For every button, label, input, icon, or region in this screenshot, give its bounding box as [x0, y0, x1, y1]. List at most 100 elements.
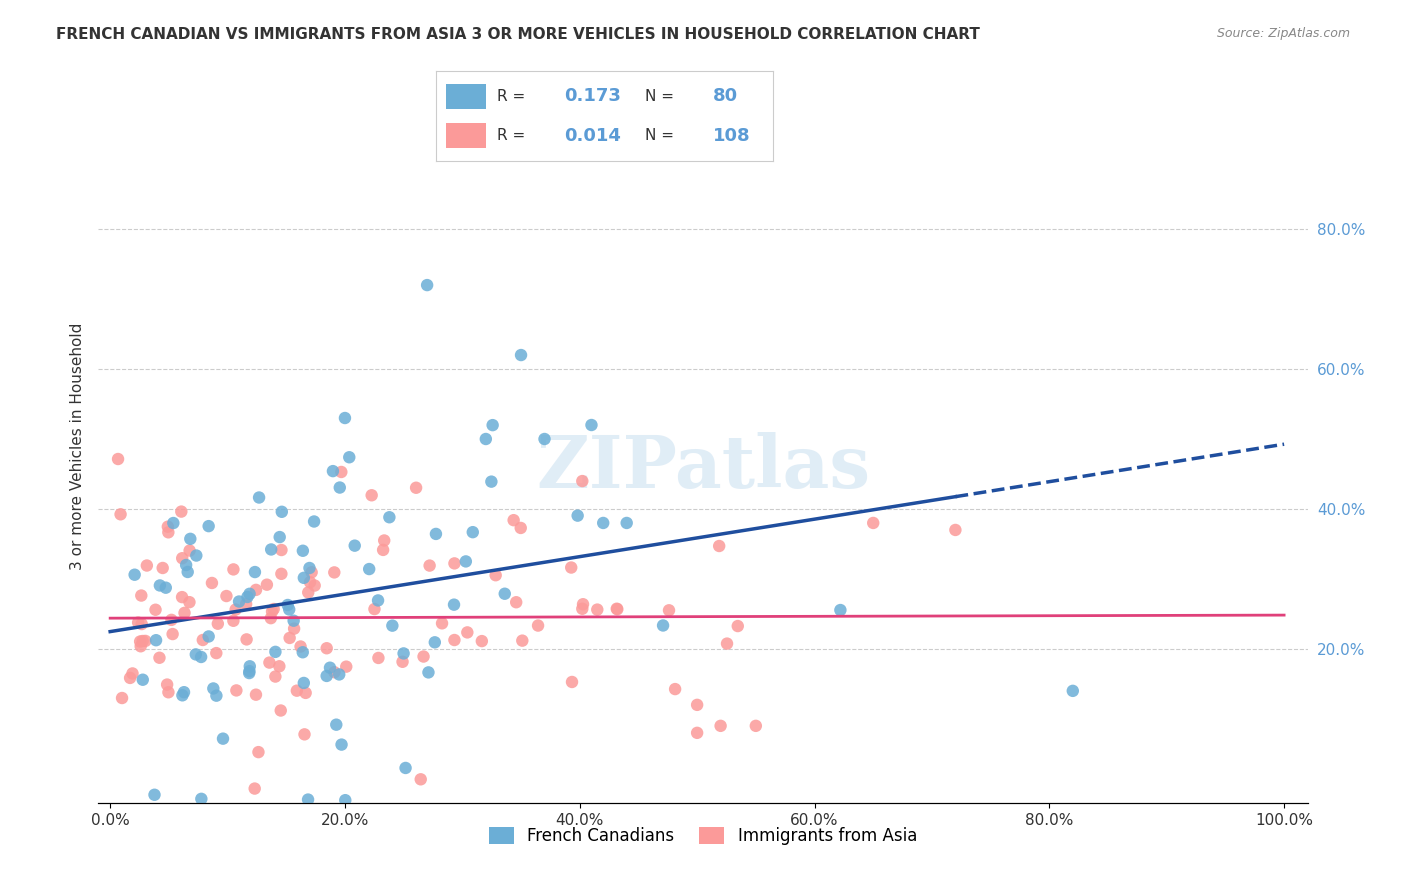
Point	[179, 543, 201, 558]
Point	[239, 587, 262, 601]
Point	[205, 689, 228, 703]
Point	[328, 667, 350, 681]
Point	[709, 539, 731, 553]
Point	[945, 523, 967, 537]
Point	[238, 664, 260, 678]
Text: R =: R =	[496, 89, 530, 103]
Point	[239, 659, 262, 673]
Point	[235, 632, 257, 647]
Point	[215, 589, 238, 603]
Point	[330, 465, 353, 479]
Point	[205, 646, 228, 660]
Point	[330, 738, 353, 752]
Point	[461, 525, 484, 540]
Point	[443, 557, 465, 571]
Point	[197, 630, 219, 644]
Point	[505, 595, 527, 609]
Point	[727, 619, 749, 633]
Point	[277, 598, 299, 612]
Point	[315, 641, 337, 656]
Point	[561, 675, 583, 690]
Point	[107, 452, 129, 467]
Point	[173, 606, 195, 620]
Text: 108: 108	[713, 127, 751, 145]
Point	[245, 688, 267, 702]
Point	[567, 508, 589, 523]
Point	[235, 597, 257, 611]
Point	[592, 516, 614, 530]
Point	[315, 669, 337, 683]
Point	[378, 510, 401, 524]
Point	[207, 616, 229, 631]
Point	[425, 527, 447, 541]
Point	[367, 593, 389, 607]
Point	[581, 417, 603, 432]
Point	[157, 685, 180, 699]
Point	[170, 590, 193, 604]
Text: ZIPatlas: ZIPatlas	[536, 432, 870, 503]
Point	[571, 601, 593, 615]
Point	[129, 640, 152, 654]
Point	[710, 719, 733, 733]
Point	[149, 578, 172, 592]
Point	[145, 603, 167, 617]
Point	[485, 568, 508, 582]
Point	[145, 633, 167, 648]
Point	[245, 582, 267, 597]
Point	[190, 650, 212, 665]
Point	[418, 665, 440, 680]
Point	[179, 532, 201, 546]
Point	[297, 792, 319, 806]
Point	[290, 640, 312, 654]
Point	[329, 481, 352, 495]
Text: N =: N =	[645, 128, 679, 143]
Point	[323, 665, 346, 680]
Point	[494, 587, 516, 601]
Point	[269, 659, 291, 673]
Point	[110, 508, 132, 522]
Point	[606, 602, 628, 616]
Text: N =: N =	[645, 89, 679, 103]
Point	[560, 560, 582, 574]
Point	[862, 516, 884, 530]
FancyBboxPatch shape	[446, 123, 486, 148]
Point	[586, 602, 609, 616]
Point	[716, 637, 738, 651]
Point	[285, 683, 308, 698]
Point	[270, 704, 292, 718]
Point	[278, 631, 301, 645]
Point	[652, 618, 675, 632]
Point	[391, 655, 413, 669]
Point	[131, 617, 153, 632]
Point	[162, 627, 184, 641]
Point	[606, 601, 628, 615]
Point	[409, 772, 432, 787]
Point	[197, 519, 219, 533]
Point	[222, 614, 245, 628]
Point	[360, 488, 382, 502]
Point	[132, 673, 155, 687]
Point	[394, 761, 416, 775]
Point	[510, 348, 533, 362]
Point	[745, 719, 768, 733]
Point	[260, 605, 283, 619]
Point	[174, 558, 197, 572]
Point	[392, 647, 415, 661]
Point	[238, 666, 260, 681]
Text: 0.014: 0.014	[564, 127, 621, 145]
Point	[269, 530, 291, 544]
Point	[510, 633, 533, 648]
Point	[170, 505, 193, 519]
Point	[572, 597, 595, 611]
Point	[247, 491, 270, 505]
Point	[278, 602, 301, 616]
Point	[173, 685, 195, 699]
Point	[270, 543, 292, 558]
Point	[367, 651, 389, 665]
Point	[686, 698, 709, 712]
Point	[509, 521, 531, 535]
Point	[186, 549, 208, 563]
Point	[190, 792, 212, 806]
Point	[259, 656, 281, 670]
Point	[270, 505, 292, 519]
